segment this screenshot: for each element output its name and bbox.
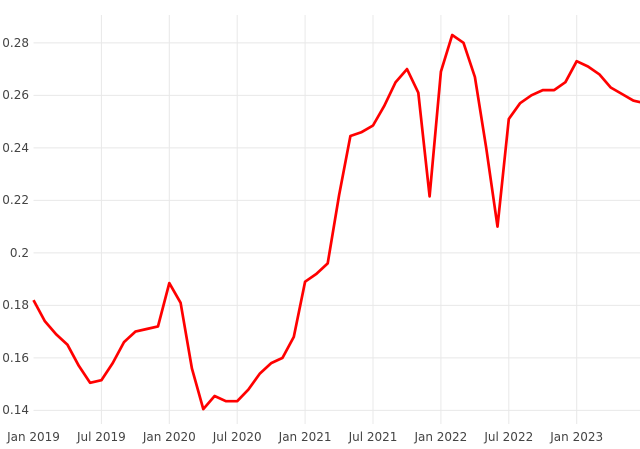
x-tick-label: Jul 2019 [76,430,126,444]
price-line [32,33,640,411]
x-tick-label: Jan 2022 [414,430,468,444]
x-tick-label: Jan 2019 [7,430,60,444]
x-tick-label: Jan 2023 [550,430,604,444]
y-tick-label: 0.2 [9,245,29,260]
x-tick-label: Jul 2021 [348,430,398,444]
x-tick-label: Jul 2020 [212,430,262,444]
x-tick-label: Jan 2021 [278,430,332,444]
y-tick-label: 0.18 [2,298,29,313]
y-tick-label: 0.14 [2,403,29,418]
y-tick-label: 0.26 [2,88,29,103]
y-tick-label: 0.28 [2,35,29,50]
x-tick-label: Jan 2020 [142,430,196,444]
x-tick-label: Jul 2022 [484,430,534,444]
y-tick-label: 0.22 [2,193,29,208]
y-tick-label: 0.16 [2,350,29,365]
y-tick-label: 0.24 [2,140,29,155]
